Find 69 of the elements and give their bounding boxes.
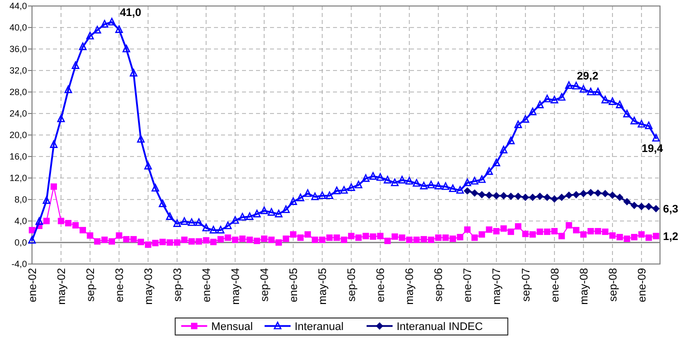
point xyxy=(492,192,500,200)
data-label: 41,0 xyxy=(120,7,142,20)
legend-label: Mensual xyxy=(211,320,253,333)
point xyxy=(543,194,551,202)
x-tick-label: may-02 xyxy=(56,268,68,305)
x-tick-label: ene-06 xyxy=(375,268,388,302)
x-tick-label: ene-05 xyxy=(288,268,300,302)
y-tick-label: 20,0 xyxy=(9,130,27,140)
x-tick-label: sep-05 xyxy=(346,268,358,302)
x-tick-label: may-08 xyxy=(578,268,590,305)
point xyxy=(528,194,536,202)
y-tick-label: 24,0 xyxy=(9,108,27,119)
x-tick-label: sep-02 xyxy=(84,268,97,302)
point xyxy=(587,188,594,196)
x-tick-label: sep-06 xyxy=(433,268,446,302)
point xyxy=(602,190,609,198)
point xyxy=(580,190,588,198)
point xyxy=(623,198,631,206)
point xyxy=(652,204,660,212)
y-tick-label: 32,0 xyxy=(9,66,27,76)
point xyxy=(536,192,544,200)
point xyxy=(464,187,472,195)
x-tick-label: may-03 xyxy=(142,268,155,305)
point xyxy=(500,192,508,200)
point xyxy=(565,192,573,199)
point xyxy=(630,202,638,210)
y-tick-label: -4,0 xyxy=(11,259,27,270)
point xyxy=(485,192,493,199)
point xyxy=(572,190,580,198)
legend-label: Interanual INDEC xyxy=(396,320,483,333)
point xyxy=(638,202,646,210)
x-tick-label: ene-02 xyxy=(26,268,39,302)
point xyxy=(507,192,515,200)
y-tick-label: 36,0 xyxy=(9,44,27,54)
x-tick-label: ene-09 xyxy=(636,268,648,302)
x-tick-label: may-07 xyxy=(491,268,504,305)
x-tick-label: ene-07 xyxy=(462,268,474,302)
x-tick-label: sep-04 xyxy=(259,268,272,302)
x-tick-label: ene-03 xyxy=(114,268,126,302)
x-tick-label: may-04 xyxy=(230,268,242,305)
point xyxy=(608,192,616,199)
data-label: 29,2 xyxy=(576,70,598,83)
x-tick-label: sep-03 xyxy=(172,268,184,302)
x-tick-label: ene-04 xyxy=(200,268,213,302)
x-tick-label: may-06 xyxy=(404,268,416,305)
y-tick-label: 40,0 xyxy=(9,22,27,33)
point xyxy=(558,194,566,202)
y-tick-label: 44,0 xyxy=(9,1,27,12)
y-tick-label: 0,0 xyxy=(14,238,27,248)
point xyxy=(514,192,522,200)
y-tick-label: 8,0 xyxy=(14,194,27,205)
point xyxy=(594,189,602,197)
data-label: 1,2 xyxy=(663,231,678,244)
point xyxy=(522,194,530,202)
x-tick-label: may-05 xyxy=(317,268,330,305)
data-label: 19,4 xyxy=(642,143,664,156)
x-tick-label: ene-08 xyxy=(549,268,562,302)
x-tick-label: sep-07 xyxy=(520,268,532,302)
y-tick-label: 16,0 xyxy=(9,152,27,162)
point xyxy=(478,190,486,198)
point xyxy=(470,189,478,197)
y-tick-label: 12,0 xyxy=(9,173,27,184)
data-label: 6,3 xyxy=(663,204,678,216)
x-tick-label: sep-08 xyxy=(607,268,620,302)
point xyxy=(550,195,558,203)
legend-label: Interanual xyxy=(294,320,344,333)
y-tick-label: 4,0 xyxy=(14,216,27,226)
point xyxy=(616,194,624,202)
y-tick-label: 28,0 xyxy=(9,87,27,98)
